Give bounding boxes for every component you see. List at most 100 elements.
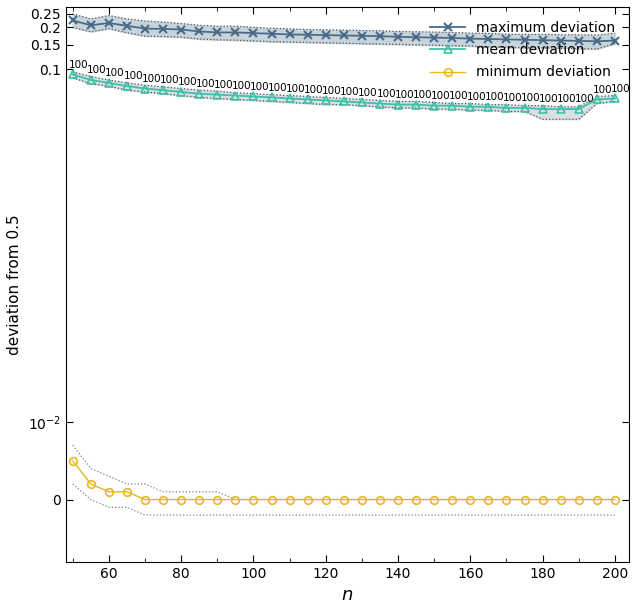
Text: 100: 100 [521,93,541,103]
mean deviation [340,98,348,105]
maximum deviation [593,38,601,45]
maximum deviation [232,29,239,36]
minimum deviation [575,496,582,503]
Text: 100: 100 [232,81,252,90]
Text: 100: 100 [105,68,125,78]
minimum deviation [250,496,257,503]
Text: 100: 100 [557,94,577,104]
minimum deviation [177,496,185,503]
minimum deviation [195,496,203,503]
mean deviation [521,104,529,112]
maximum deviation [394,33,402,40]
mean deviation [304,96,312,103]
mean deviation [285,95,293,102]
Text: 100: 100 [214,80,234,90]
maximum deviation [87,21,95,29]
maximum deviation [250,29,257,37]
mean deviation [105,79,113,87]
mean deviation [449,102,456,109]
mean deviation [358,99,365,106]
mean deviation [611,95,619,102]
maximum deviation [467,35,474,42]
mean deviation [412,101,420,108]
mean deviation [394,101,402,108]
minimum deviation [159,496,167,503]
Text: 100: 100 [69,60,89,70]
minimum deviation [322,496,330,503]
minimum deviation [358,496,365,503]
Y-axis label: deviation from 0.5: deviation from 0.5 [7,214,22,354]
minimum deviation [304,496,312,503]
minimum deviation [412,496,420,503]
maximum deviation [195,27,203,35]
Legend: maximum deviation, mean deviation, minimum deviation: maximum deviation, mean deviation, minim… [424,14,622,86]
minimum deviation [593,496,601,503]
Text: 100: 100 [304,84,324,95]
minimum deviation [141,496,149,503]
Text: 100: 100 [467,92,486,102]
maximum deviation [123,22,131,29]
mean deviation [467,103,474,111]
minimum deviation [232,496,239,503]
minimum deviation [394,496,402,503]
minimum deviation [285,496,293,503]
mean deviation [557,106,564,113]
minimum deviation [214,496,221,503]
Text: 100: 100 [250,82,269,92]
minimum deviation [123,488,131,496]
maximum deviation [521,36,529,43]
Text: 100: 100 [124,71,143,81]
mean deviation [268,93,275,101]
minimum deviation [467,496,474,503]
maximum deviation [105,20,113,27]
Text: 100: 100 [87,65,107,75]
minimum deviation [449,496,456,503]
maximum deviation [285,31,293,38]
maximum deviation [69,17,77,24]
Text: 100: 100 [611,84,631,93]
maximum deviation [214,29,221,36]
mean deviation [539,106,547,113]
maximum deviation [304,31,312,38]
minimum deviation [87,480,95,488]
maximum deviation [557,37,564,44]
mean deviation [322,97,330,104]
minimum deviation [376,496,384,503]
maximum deviation [412,34,420,41]
mean deviation [214,91,221,98]
minimum deviation [69,457,77,464]
maximum deviation [376,32,384,40]
mean deviation [502,104,510,112]
Text: 100: 100 [141,74,161,84]
mean deviation [87,76,95,84]
minimum deviation [521,496,529,503]
minimum deviation [557,496,564,503]
maximum deviation [430,34,438,42]
mean deviation [250,93,257,100]
mean deviation [159,87,167,94]
Text: 100: 100 [322,86,342,95]
maximum deviation [177,26,185,33]
Line: mean deviation: mean deviation [69,71,619,113]
maximum deviation [575,37,582,45]
Text: 100: 100 [394,90,414,100]
minimum deviation [539,496,547,503]
Text: 100: 100 [177,77,197,87]
Text: 100: 100 [340,87,360,97]
minimum deviation [268,496,275,503]
maximum deviation [484,35,492,43]
Text: 100: 100 [539,94,559,104]
mean deviation [593,96,601,103]
mean deviation [484,103,492,111]
maximum deviation [539,37,547,44]
Text: 100: 100 [286,84,306,93]
Text: 100: 100 [503,93,522,103]
Text: 100: 100 [431,91,450,101]
maximum deviation [322,31,330,38]
Text: 100: 100 [412,90,432,100]
X-axis label: $n$: $n$ [341,586,353,604]
maximum deviation [611,37,619,44]
mean deviation [195,90,203,97]
maximum deviation [159,25,167,32]
minimum deviation [502,496,510,503]
